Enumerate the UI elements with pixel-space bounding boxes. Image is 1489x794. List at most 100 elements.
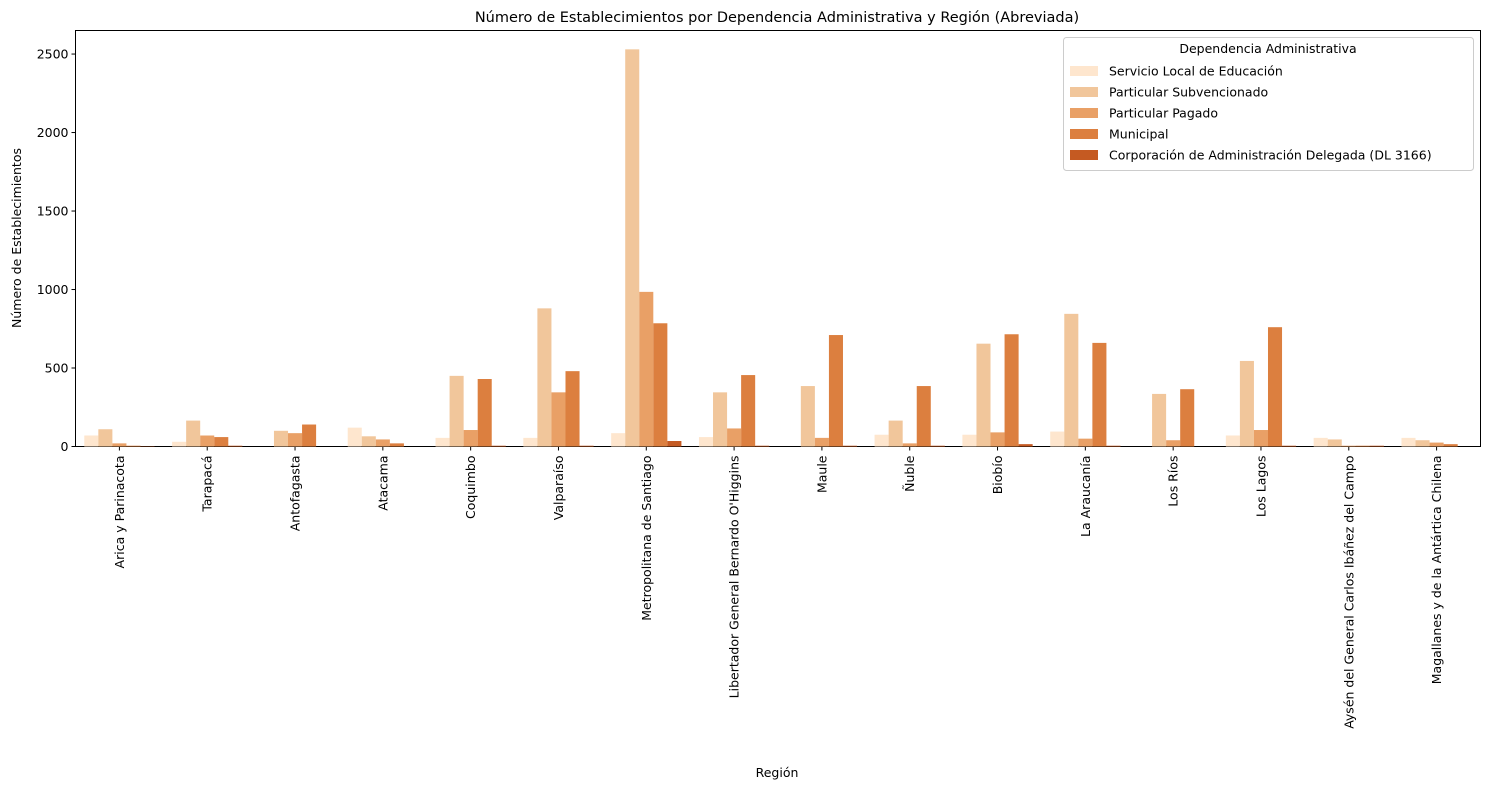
y-tick-label: 1000 [37, 282, 69, 297]
bar [186, 421, 200, 447]
legend-label: Particular Pagado [1109, 106, 1218, 121]
bar [1180, 389, 1194, 446]
bar [84, 436, 98, 447]
bar [1356, 446, 1370, 447]
bar [1152, 394, 1166, 447]
x-tick-label: Maule [814, 455, 829, 493]
bar [228, 446, 242, 447]
bar [1430, 443, 1444, 447]
bar [551, 392, 565, 446]
x-tick-label: Los Lagos [1253, 456, 1268, 518]
bar [1416, 440, 1430, 446]
bar [348, 428, 362, 447]
bar [801, 386, 815, 446]
bar [699, 437, 713, 446]
bar [376, 439, 390, 446]
x-tick-label: Biobío [990, 456, 1005, 495]
bar [976, 344, 990, 447]
bar [288, 433, 302, 446]
x-tick-label: Magallanes y de la Antártica Chilena [1429, 456, 1444, 685]
bar [741, 375, 755, 446]
bar [962, 435, 976, 447]
bar [302, 425, 316, 447]
y-tick-label: 2000 [37, 125, 69, 140]
bar [829, 335, 843, 446]
x-axis-label: Región [756, 765, 799, 780]
bar [1444, 444, 1458, 446]
y-tick-label: 2500 [37, 47, 69, 62]
bar [931, 446, 945, 447]
bar [1254, 430, 1268, 446]
bar [274, 431, 288, 447]
bar [875, 435, 889, 447]
chart-title: Número de Establecimientos por Dependenc… [475, 10, 1079, 26]
bar [492, 446, 506, 447]
bar [713, 392, 727, 446]
y-tick-label: 1500 [37, 204, 69, 219]
bar [1226, 436, 1240, 447]
bar [1064, 314, 1078, 447]
bar [1166, 440, 1180, 446]
y-axis-label: Número de Establecimientos [9, 148, 24, 328]
legend-title: Dependencia Administrativa [1179, 41, 1356, 56]
bar [611, 433, 625, 446]
bar [815, 438, 829, 447]
x-tick-label: Aysén del General Carlos Ibáñez del Camp… [1341, 456, 1356, 729]
bar [755, 446, 769, 447]
bar [565, 371, 579, 446]
bar [98, 429, 112, 446]
bar [172, 442, 186, 447]
bar [1401, 438, 1415, 447]
x-tick-label: Metropolitana de Santiago [639, 456, 654, 621]
bar [1370, 446, 1384, 447]
x-tick-label: Atacama [375, 456, 390, 511]
bar [200, 436, 214, 447]
bar [903, 443, 917, 446]
bar [450, 376, 464, 447]
bar [625, 49, 639, 446]
bar [523, 438, 537, 447]
bar [1005, 334, 1019, 446]
bar [1328, 439, 1342, 446]
bar [537, 308, 551, 446]
legend-label: Servicio Local de Educación [1109, 64, 1283, 79]
x-tick-label: Antofagasta [288, 456, 303, 532]
bar [917, 386, 931, 446]
bar [1342, 446, 1356, 447]
x-tick-label: Valparaíso [551, 456, 566, 521]
legend-swatch [1070, 150, 1098, 160]
bar [1019, 444, 1033, 446]
bar [126, 446, 140, 447]
bar [889, 421, 903, 447]
x-tick-label: Ñuble [902, 455, 917, 492]
bar [1106, 446, 1120, 447]
legend-swatch [1070, 87, 1098, 97]
legend-label: Particular Subvencionado [1109, 85, 1268, 100]
legend-label: Municipal [1109, 127, 1169, 142]
bar [436, 438, 450, 447]
bar [1092, 343, 1106, 447]
x-tick-label: Tarapacá [200, 456, 215, 513]
legend: Dependencia Administrativa Servicio Loca… [1064, 38, 1474, 171]
bar [390, 443, 404, 446]
y-tick-label: 500 [45, 361, 69, 376]
legend-label: Corporación de Administración Delegada (… [1109, 148, 1432, 163]
legend-swatch [1070, 129, 1098, 139]
x-tick-label: Arica y Parinacota [112, 456, 127, 569]
bar [580, 446, 594, 447]
x-axis: Arica y Parinacota Tarapacá Antofagasta Ata… [112, 447, 1444, 729]
bar [478, 379, 492, 447]
x-tick-label: Coquimbo [463, 456, 478, 519]
bar [1078, 439, 1092, 447]
bar [1268, 327, 1282, 446]
bar [362, 436, 376, 446]
bar [1050, 432, 1064, 447]
bar [1314, 438, 1328, 447]
bar [991, 432, 1005, 446]
bar [727, 428, 741, 446]
x-tick-label: La Araucanía [1078, 456, 1093, 537]
bar [667, 441, 681, 446]
